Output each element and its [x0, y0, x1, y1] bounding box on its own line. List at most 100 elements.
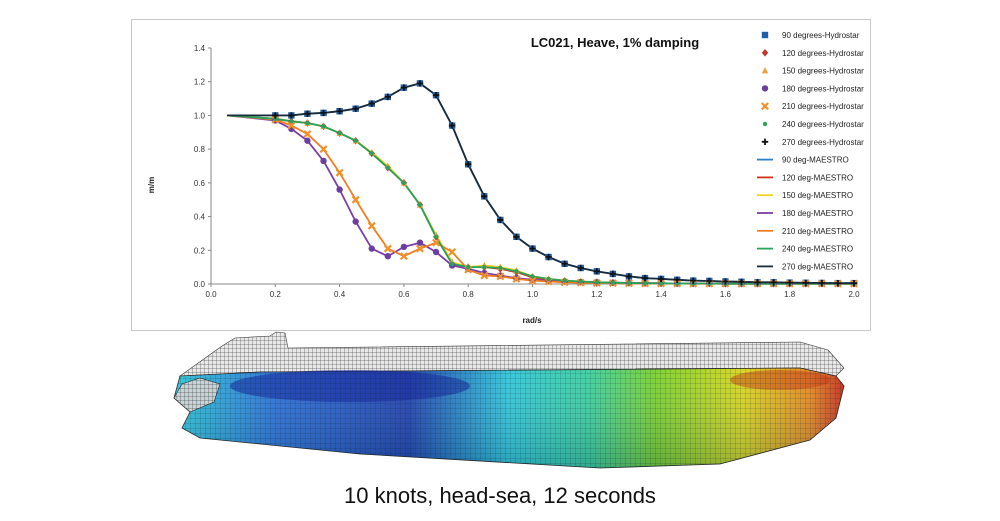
data-point-s210	[367, 221, 376, 230]
data-point-s240	[642, 280, 648, 286]
data-point-s270	[497, 216, 504, 224]
legend-swatch	[761, 85, 769, 92]
legend-swatch	[762, 121, 768, 127]
data-point-s270	[577, 264, 584, 272]
x-tick-label: 0.4	[334, 290, 346, 299]
series-line-120-deg-maestro	[227, 114, 854, 285]
data-point-s240	[498, 265, 503, 271]
data-point-s240	[466, 264, 471, 270]
x-tick-label: 0.0	[205, 290, 217, 299]
legend-swatch	[761, 102, 769, 111]
data-point-s270	[352, 105, 359, 112]
y-tick-label: 0.0	[194, 280, 206, 289]
data-point-s180	[400, 243, 408, 251]
data-point-s270	[481, 193, 488, 200]
data-point-s270	[850, 279, 858, 287]
data-point-s270	[754, 279, 761, 286]
y-tick-label: 0.2	[194, 246, 206, 255]
data-point-s270	[529, 245, 536, 252]
data-point-s210	[303, 129, 312, 138]
x-tick-label: 1.0	[527, 290, 539, 299]
data-point-s180	[352, 218, 359, 225]
legend-entry: 90 deg-MAESTRO	[782, 156, 849, 165]
legend-entry: 120 degrees-Hydrostar	[782, 49, 864, 58]
data-point-s240	[417, 202, 423, 207]
data-point-s210	[448, 247, 457, 256]
data-point-s210	[512, 274, 521, 283]
data-point-s270	[288, 112, 295, 119]
x-tick-label: 1.8	[784, 290, 796, 299]
legend-entry: 120 deg-MAESTRO	[782, 173, 853, 182]
x-tick-label: 1.6	[720, 290, 732, 299]
legend-swatch	[761, 49, 769, 57]
series-line-240-deg-maestro	[227, 114, 854, 285]
y-tick-label: 1.4	[194, 44, 206, 53]
data-point-s240	[594, 280, 599, 285]
data-point-s240	[289, 119, 294, 124]
data-point-s270	[706, 277, 713, 285]
legend-entry: 270 deg-MAESTRO	[782, 262, 853, 271]
data-point-s240	[385, 165, 391, 170]
y-tick-label: 0.6	[194, 179, 206, 188]
data-point-s210	[399, 252, 408, 261]
legend-swatch	[761, 138, 769, 145]
data-point-s270	[561, 260, 568, 267]
data-point-s270	[738, 278, 745, 286]
data-point-s270	[786, 279, 793, 286]
data-point-s270	[818, 279, 826, 287]
x-tick-label: 2.0	[848, 290, 860, 299]
data-point-s240	[401, 180, 407, 186]
data-point-s240	[353, 138, 358, 143]
legend-entry: 180 deg-MAESTRO	[782, 209, 853, 218]
data-point-s270	[722, 278, 729, 285]
data-point-s240	[610, 280, 616, 285]
legend-entry: 150 degrees-Hydrostar	[782, 67, 864, 76]
data-point-s240	[658, 281, 664, 286]
heave-rao-chart: LC021, Heave, 1% damping 0.0 0.2 0.4 0.6 0.8…	[147, 31, 864, 325]
data-point-s240	[546, 276, 551, 282]
data-point-s270	[400, 84, 408, 91]
series-line-210-deg-maestro	[227, 114, 854, 285]
data-point-s240	[578, 279, 583, 284]
data-point-s270	[641, 274, 649, 282]
legend: 90 degrees-Hydrostar 120 degrees-Hydrosta…	[757, 31, 864, 271]
data-point-s270	[657, 275, 665, 283]
y-axis-label: m/m	[147, 177, 156, 193]
data-point-s240	[369, 151, 374, 156]
x-tick-label: 1.2	[591, 290, 603, 299]
y-tick-label: 0.4	[194, 213, 206, 222]
legend-entry: 210 deg-MAESTRO	[782, 227, 853, 236]
data-point-s270	[770, 279, 777, 286]
data-point-s270	[272, 112, 279, 119]
data-point-s270	[593, 268, 600, 275]
data-point-s180	[368, 245, 375, 252]
chart-frame: LC021, Heave, 1% damping 0.0 0.2 0.4 0.6 0.8…	[131, 19, 871, 331]
series-line-150-deg-maestro	[227, 114, 854, 285]
data-point-s210	[432, 238, 441, 247]
data-point-s210	[383, 244, 392, 253]
data-point-s240	[305, 120, 310, 126]
data-point-s270	[336, 108, 343, 115]
data-point-s270	[545, 253, 552, 261]
data-point-s180	[336, 186, 343, 193]
data-point-s180	[304, 137, 311, 144]
legend-entry: 150 deg-MAESTRO	[782, 191, 853, 200]
legend-swatch	[761, 31, 769, 39]
data-point-s180	[432, 248, 440, 256]
ship-hull-pressure-mesh	[173, 331, 845, 469]
series-line-180-deg-maestro	[227, 114, 854, 285]
legend-entry: 90 degrees-Hydrostar	[782, 31, 860, 40]
legend-entry: 180 degrees-Hydrostar	[782, 84, 864, 93]
data-point-s240	[433, 234, 439, 239]
data-point-s270	[320, 109, 327, 117]
data-point-s210	[415, 244, 424, 253]
data-point-s180	[384, 252, 392, 260]
x-tick-label: 1.4	[656, 290, 668, 299]
x-tick-label: 0.6	[398, 290, 410, 299]
data-point-s270	[625, 273, 633, 280]
data-point-s240	[674, 281, 680, 286]
data-point-s180	[416, 239, 424, 246]
data-point-s240	[626, 280, 632, 286]
x-tick-label: 0.2	[270, 290, 282, 299]
data-point-s270	[368, 100, 375, 107]
